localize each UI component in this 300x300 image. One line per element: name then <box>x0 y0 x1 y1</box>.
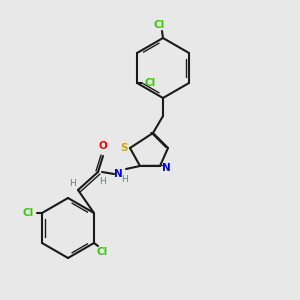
Text: S: S <box>120 143 128 153</box>
Text: H: H <box>70 179 76 188</box>
Text: Cl: Cl <box>97 247 108 257</box>
Text: O: O <box>99 141 107 151</box>
Text: Cl: Cl <box>153 20 165 30</box>
Text: Cl: Cl <box>23 208 34 218</box>
Text: H: H <box>121 175 128 184</box>
Text: N: N <box>162 163 171 173</box>
Text: H: H <box>99 178 105 187</box>
Text: N: N <box>114 169 122 179</box>
Text: Cl: Cl <box>144 78 155 88</box>
